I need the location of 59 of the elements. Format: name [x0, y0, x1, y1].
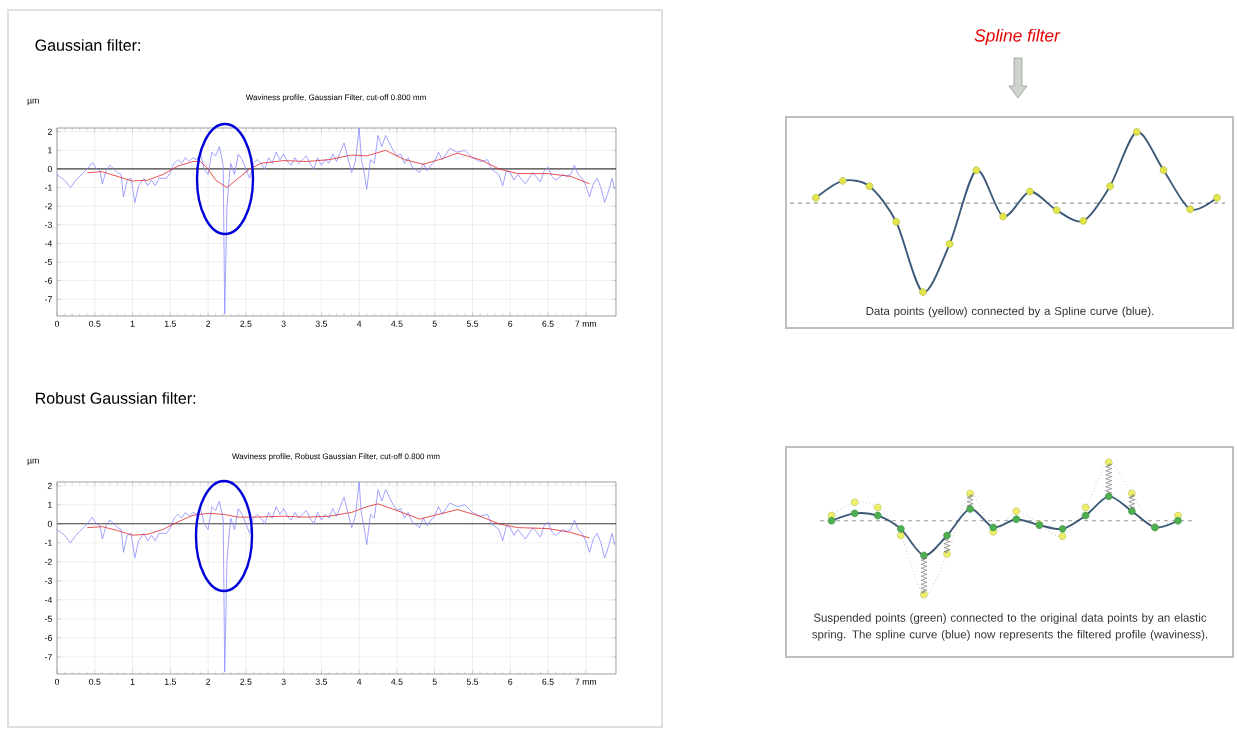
- x-tick-label: 0: [54, 320, 60, 327]
- y-axis-title: µm: [27, 458, 39, 466]
- y-tick-label: 1: [48, 501, 52, 508]
- x-tick-label: 3: [281, 678, 286, 685]
- y-tick-label: -2: [44, 558, 52, 565]
- x-tick-label: 6.5: [542, 320, 554, 327]
- y-tick-label: -4: [44, 240, 53, 247]
- chart-subtitle: Waviness profile, Robust Gaussian Filter, cut-off 0.800 mm: [232, 453, 440, 461]
- y-tick-label: -3: [44, 221, 52, 228]
- x-tick-label: 6: [508, 320, 513, 327]
- x-tick-label: 4.5: [391, 678, 403, 685]
- y-tick-label: -5: [44, 259, 52, 266]
- text: Suspended points (green) connected to the original data points by an elastic spring. The spline curve (blue) now represents the filtered profile (waviness).: [812, 613, 1208, 641]
- x-tick-label: 2: [206, 678, 211, 685]
- chart-subtitle: Waviness profile, Gaussian Filter, cut-off 0.800 mm: [245, 94, 426, 102]
- y-tick-label: -7: [44, 296, 52, 303]
- x-tick-label: 6.5: [542, 678, 554, 685]
- y-tick-label: -5: [44, 615, 52, 622]
- x-tick-label: 1.5: [164, 678, 176, 685]
- x-tick-label: 5.5: [466, 678, 479, 685]
- chart-title: Spline filter: [974, 28, 1061, 46]
- y-tick-label: -4: [44, 596, 53, 603]
- x-tick-label: 0.5: [89, 320, 101, 327]
- chart-title: Robust Gaussian filter:: [36, 392, 196, 404]
- x-tick-label: 5: [432, 320, 437, 327]
- x-tick-label: 3.5: [315, 678, 328, 685]
- y-tick-label: 2: [47, 128, 52, 135]
- y-tick-label: -3: [44, 577, 52, 584]
- x-tick-label: 4: [356, 320, 362, 327]
- x-tick-label: 1: [130, 320, 135, 327]
- y-tick-label: -7: [44, 653, 52, 660]
- x-tick-label: 5: [432, 678, 437, 685]
- x-tick-label: 5.5: [466, 320, 479, 327]
- x-tick-label: 0: [54, 678, 60, 685]
- y-tick-label: 2: [47, 482, 52, 489]
- x-tick-label: 7 mm: [575, 320, 597, 327]
- y-tick-label: -1: [44, 539, 52, 546]
- x-tick-label: 2.5: [240, 678, 252, 685]
- chart-title: Gaussian filter:: [35, 39, 140, 51]
- x-tick-label: 2: [206, 320, 211, 327]
- y-tick-label: -2: [44, 203, 52, 210]
- x-tick-label: 7 mm: [575, 678, 597, 685]
- y-tick-label: -6: [44, 277, 52, 284]
- x-tick-label: 0.5: [89, 678, 101, 685]
- text: Data points (yellow) connected by a Spline curve (blue).: [866, 306, 1154, 318]
- x-tick-label: 3.5: [315, 320, 328, 327]
- x-tick-label: 2.5: [240, 320, 252, 327]
- y-tick-label: -1: [44, 184, 52, 191]
- x-tick-label: 3: [281, 320, 286, 327]
- x-tick-label: 4: [356, 678, 362, 685]
- x-tick-label: 1.5: [164, 320, 176, 327]
- x-tick-label: 1: [130, 678, 135, 685]
- x-tick-label: 6: [508, 678, 513, 685]
- y-tick-label: 1: [48, 147, 52, 154]
- y-tick-label: -6: [44, 634, 52, 641]
- y-tick-label: 0: [47, 520, 52, 527]
- y-tick-label: 0: [47, 165, 52, 173]
- x-tick-label: 4.5: [391, 320, 403, 327]
- y-axis-title: µm: [27, 98, 39, 106]
